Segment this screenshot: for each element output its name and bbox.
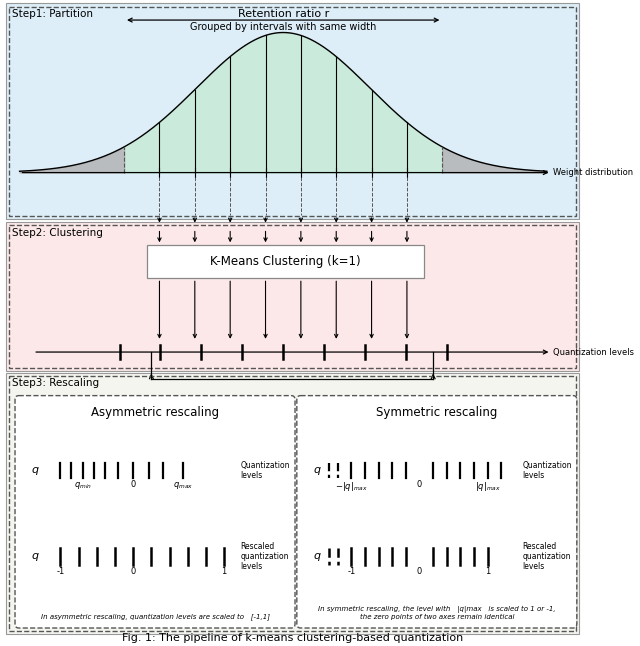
Text: Retention ratio r: Retention ratio r (237, 9, 329, 19)
Text: In symmetric rescaling, the level with   |q|max   is scaled to 1 or -1,
the zero: In symmetric rescaling, the level with |… (318, 605, 556, 620)
Text: Rescaled
quantization
levels: Rescaled quantization levels (241, 541, 289, 571)
Text: Step2: Clustering: Step2: Clustering (12, 227, 103, 238)
Text: 0: 0 (417, 480, 422, 488)
Text: q: q (313, 465, 321, 475)
Text: Quantization
levels: Quantization levels (241, 461, 290, 480)
Text: Step3: Rescaling: Step3: Rescaling (12, 378, 99, 388)
Bar (9, 225, 576, 368)
Text: 0: 0 (131, 567, 136, 576)
Bar (9, 376, 576, 631)
Bar (9, 6, 576, 216)
FancyBboxPatch shape (15, 395, 295, 628)
FancyBboxPatch shape (297, 395, 577, 628)
Text: -1: -1 (56, 567, 65, 576)
Text: Quantization
levels: Quantization levels (522, 461, 572, 480)
Bar (147, 245, 424, 278)
Text: Rescaled
quantization
levels: Rescaled quantization levels (522, 541, 571, 571)
Text: 1: 1 (221, 567, 227, 576)
Bar (6, 3, 579, 219)
Text: $|q|_{max}$: $|q|_{max}$ (475, 480, 500, 493)
Text: Asymmetric rescaling: Asymmetric rescaling (91, 406, 219, 419)
Text: $q_{max}$: $q_{max}$ (173, 480, 193, 491)
Text: 1: 1 (485, 567, 490, 576)
Bar (6, 373, 579, 634)
Bar (6, 222, 579, 371)
Text: -1: -1 (348, 567, 355, 576)
Text: 0: 0 (131, 480, 136, 488)
Text: Step1: Partition: Step1: Partition (12, 8, 93, 19)
Text: Grouped by intervals with same width: Grouped by intervals with same width (190, 22, 376, 32)
Text: Weight distribution: Weight distribution (553, 168, 634, 177)
Text: q: q (31, 552, 38, 561)
Text: $-|q|_{max}$: $-|q|_{max}$ (335, 480, 368, 493)
Text: In asymmetric rescaling, quantization levels are scaled to   [-1,1]: In asymmetric rescaling, quantization le… (40, 613, 269, 620)
Text: q: q (313, 552, 321, 561)
Text: $q_{min}$: $q_{min}$ (74, 480, 92, 491)
Text: K-Means Clustering (k=1): K-Means Clustering (k=1) (210, 255, 361, 268)
Text: Quantization levels: Quantization levels (553, 348, 634, 357)
Text: q: q (31, 465, 38, 475)
Text: Symmetric rescaling: Symmetric rescaling (376, 406, 497, 419)
Text: Fig. 1: The pipeline of k-means clustering-based quantization: Fig. 1: The pipeline of k-means clusteri… (122, 632, 463, 643)
Text: 0: 0 (417, 567, 422, 576)
